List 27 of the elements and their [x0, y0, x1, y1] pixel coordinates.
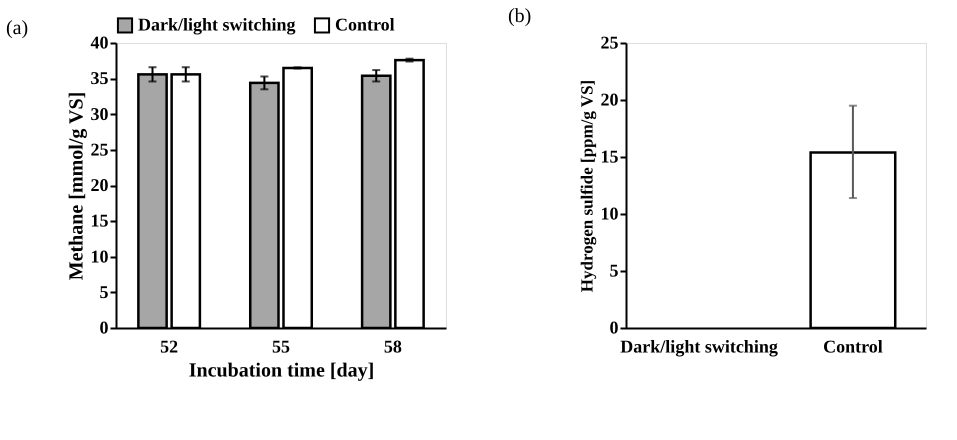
x-axis-title: Incubation time [day] — [188, 360, 374, 382]
y-tick-label: 5 — [100, 282, 108, 302]
y-tick-label: 15 — [600, 146, 618, 166]
y-tick-label: 10 — [90, 246, 108, 266]
x-tick-label: Control — [823, 336, 883, 356]
x-tick-label: 52 — [160, 336, 178, 356]
y-tick-label: 25 — [90, 139, 108, 160]
x-tick-label: 58 — [384, 336, 402, 356]
legend-label: Dark/light switching — [138, 14, 296, 34]
y-tick-label: 10 — [600, 204, 618, 224]
y-tick-label: 20 — [600, 90, 618, 110]
legend-label: Control — [335, 14, 395, 34]
y-tick-label: 25 — [600, 32, 618, 52]
chart-title: (a) — [6, 17, 28, 39]
x-tick-label: 55 — [272, 336, 290, 356]
y-tick-label: 15 — [90, 210, 108, 231]
y-tick-label: 40 — [90, 32, 108, 52]
y-tick-label: 0 — [610, 318, 618, 338]
y-axis-title: Methane [mmol/g VS] — [66, 92, 88, 280]
x-tick-label: Dark/light switching — [620, 336, 778, 356]
y-axis-title: Hydrogen sulfide [ppm/g VS] — [578, 80, 596, 292]
y-tick-label: 0 — [100, 318, 108, 338]
y-tick-label: 35 — [90, 68, 108, 88]
chart-title: (b) — [508, 5, 532, 27]
y-tick-label: 30 — [90, 104, 108, 124]
y-tick-label: 5 — [610, 260, 618, 280]
y-tick-label: 20 — [90, 175, 108, 195]
